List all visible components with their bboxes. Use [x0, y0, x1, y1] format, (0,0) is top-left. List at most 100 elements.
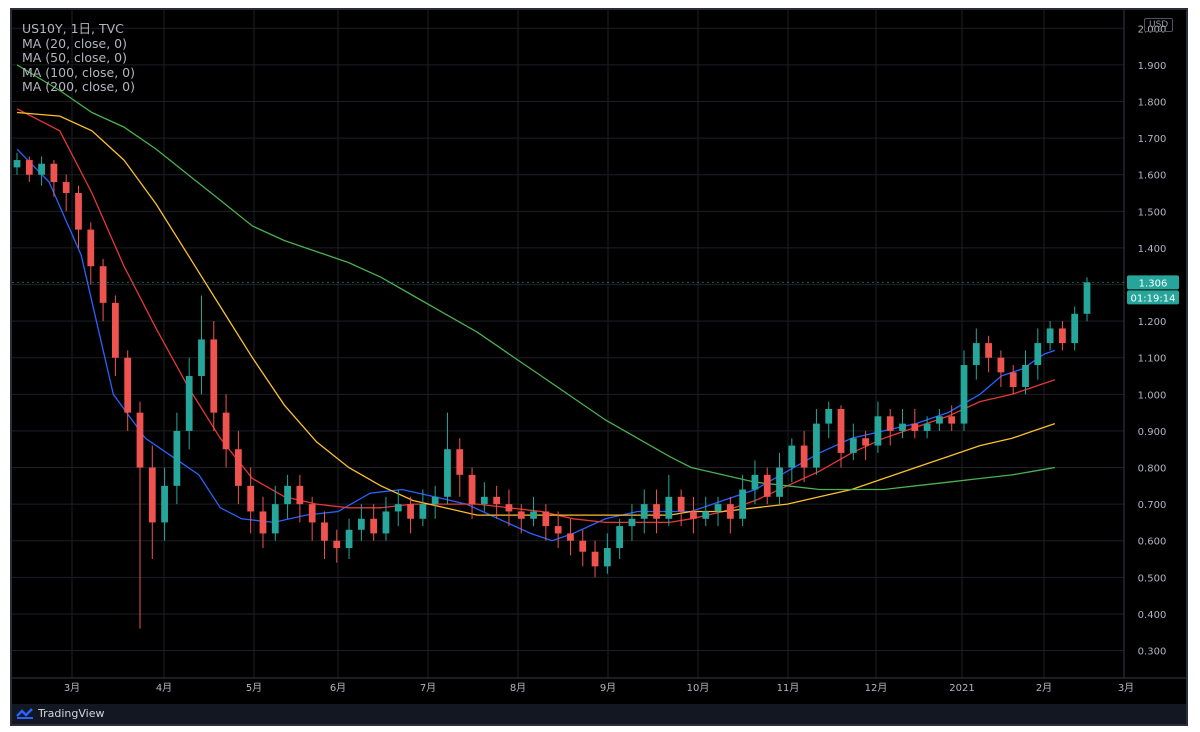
- candle-body: [739, 489, 747, 519]
- ma20-line: [16, 148, 1056, 542]
- candle-body: [530, 511, 537, 519]
- ma20-legend[interactable]: MA (20, close, 0): [22, 35, 128, 51]
- candle-body: [456, 449, 464, 475]
- candle-body: [899, 423, 906, 431]
- candle-body: [886, 416, 894, 431]
- x-tick-label: 5月: [246, 682, 262, 694]
- candle-body: [1009, 372, 1017, 388]
- y-tick-label: 0.300: [1138, 647, 1167, 658]
- candle-body: [665, 496, 673, 519]
- candle-body: [222, 412, 230, 450]
- candle-body: [837, 408, 845, 453]
- candle-body: [714, 504, 722, 512]
- candle-body: [911, 423, 919, 431]
- candle-body: [136, 412, 144, 468]
- candle-body: [985, 343, 992, 358]
- candle-body: [431, 496, 439, 505]
- candle-body: [751, 474, 759, 490]
- candle-body: [677, 496, 685, 512]
- chart-legend: US10Y, 1日, TVC MA (20, close, 0) MA (50,…: [22, 21, 135, 95]
- candle-body: [124, 357, 132, 413]
- candle-body: [726, 504, 734, 519]
- tradingview-logo-icon[interactable]: [16, 707, 34, 720]
- candle-body: [185, 376, 193, 431]
- candle-body: [874, 416, 882, 446]
- y-tick-label: 0.700: [1138, 500, 1167, 511]
- candle-body: [247, 485, 255, 512]
- candle-body: [50, 163, 58, 183]
- x-tick-label: 12月: [865, 682, 888, 694]
- candle-body: [13, 160, 21, 168]
- ma50-legend[interactable]: MA (50, close, 0): [22, 50, 128, 65]
- y-tick-label: 1.200: [1138, 317, 1167, 328]
- candle-body: [923, 423, 931, 431]
- candle-body: [345, 529, 353, 549]
- chart-background: [12, 10, 1186, 704]
- currency-badge[interactable]: USD: [1144, 18, 1174, 32]
- candle-body: [690, 511, 697, 519]
- price-chart[interactable]: 2.0001.9001.8001.7001.6001.5001.4001.300…: [12, 10, 1186, 704]
- candle-body: [763, 474, 771, 497]
- candle-body: [653, 504, 660, 519]
- x-tick-label: 3月: [1118, 682, 1134, 694]
- candle-body: [640, 504, 648, 519]
- candle-body: [1046, 328, 1054, 344]
- candle-body: [38, 163, 45, 175]
- chart-axes: 2.0001.9001.8001.7001.6001.5001.4001.300…: [12, 10, 1186, 694]
- candle-body: [1034, 343, 1042, 366]
- candle-body: [825, 408, 833, 424]
- last-price-label: 1.306: [1139, 278, 1168, 289]
- x-tick-label: 2021: [949, 683, 974, 694]
- candle-body: [259, 511, 267, 534]
- last-price-tag: [1127, 275, 1179, 290]
- candle-body: [407, 504, 414, 519]
- candle-body: [1022, 365, 1029, 388]
- candle-body: [25, 160, 33, 175]
- candle-body: [99, 266, 107, 303]
- candle-body: [419, 504, 427, 519]
- candle-body: [936, 416, 943, 424]
- x-tick-label: 11月: [777, 682, 800, 694]
- y-tick-label: 1.800: [1138, 98, 1167, 109]
- y-tick-label: 1.400: [1138, 244, 1167, 255]
- candle-body: [616, 526, 624, 549]
- y-tick-label: 0.500: [1138, 573, 1167, 584]
- candle-body: [173, 430, 181, 486]
- candle-body: [960, 365, 968, 424]
- symbol-title[interactable]: US10Y, 1日, TVC: [22, 21, 124, 36]
- ma200-legend[interactable]: MA (200, close, 0): [22, 79, 135, 94]
- candle-body: [87, 229, 95, 267]
- candle-body: [308, 504, 316, 523]
- y-tick-label: 2.000: [1138, 24, 1167, 35]
- chart-frame: 2.0001.9001.8001.7001.6001.5001.4001.300…: [10, 8, 1188, 726]
- tradingview-brand[interactable]: TradingView: [38, 707, 105, 720]
- y-tick-label: 1.100: [1138, 354, 1167, 365]
- candle-body: [321, 522, 328, 541]
- candle-body: [862, 438, 870, 446]
- candle-body: [394, 504, 402, 512]
- countdown-tag: [1127, 290, 1179, 305]
- y-tick-label: 1.500: [1138, 207, 1167, 218]
- x-tick-label: 6月: [330, 682, 346, 694]
- candlestick-series: [13, 152, 1091, 629]
- y-tick-label: 1.600: [1138, 171, 1167, 182]
- y-tick-label: 1.000: [1138, 390, 1167, 401]
- candle-body: [198, 339, 205, 377]
- x-tick-label: 4月: [156, 682, 172, 694]
- y-tick-label: 0.800: [1138, 464, 1167, 475]
- candle-body: [813, 423, 820, 468]
- x-tick-label: 8月: [510, 682, 526, 694]
- candle-body: [603, 548, 611, 567]
- footer-bar: TradingView: [12, 704, 1186, 724]
- candle-body: [567, 533, 574, 541]
- x-tick-label: 3月: [64, 682, 80, 694]
- chart-grid: [12, 10, 1186, 704]
- candle-body: [1071, 313, 1079, 344]
- candle-body: [1059, 328, 1066, 344]
- candle-body: [788, 445, 796, 468]
- y-tick-label: 0.400: [1138, 610, 1167, 621]
- candle-body: [75, 193, 82, 230]
- x-tick-label: 7月: [420, 682, 436, 694]
- ma100-line: [16, 111, 1056, 516]
- ma100-legend[interactable]: MA (100, close, 0): [22, 64, 135, 80]
